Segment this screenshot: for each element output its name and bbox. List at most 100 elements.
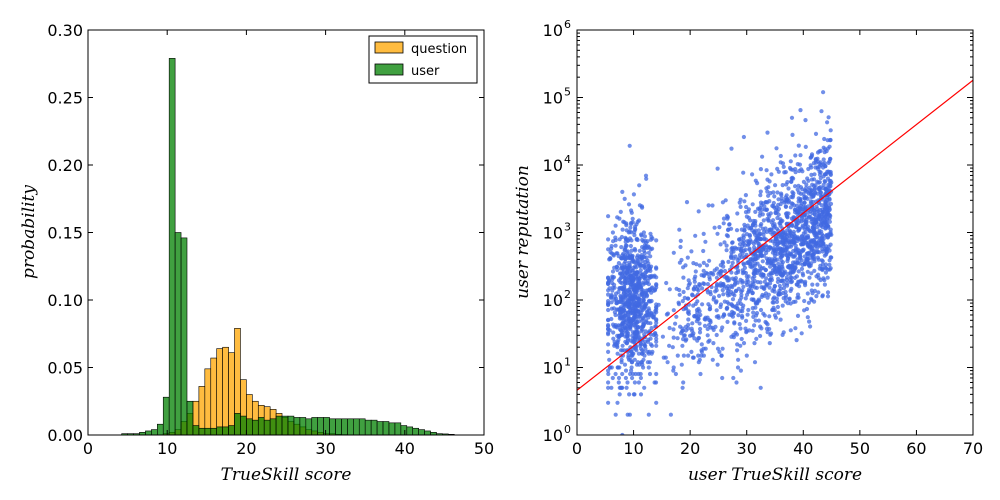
scatter-point bbox=[788, 328, 793, 333]
scatter-point bbox=[609, 365, 614, 370]
scatter-point bbox=[654, 371, 659, 377]
scatter-point bbox=[700, 302, 705, 307]
scatter-point bbox=[627, 392, 632, 397]
scatter-point bbox=[738, 204, 743, 209]
scatter-point bbox=[741, 341, 747, 346]
user-bar bbox=[299, 417, 307, 436]
scatter-point bbox=[615, 267, 620, 273]
scatter-point bbox=[792, 207, 798, 212]
scatter-point bbox=[639, 232, 644, 237]
scatter-point bbox=[625, 321, 630, 326]
scatter-point bbox=[827, 196, 832, 201]
scatter-point bbox=[697, 263, 703, 268]
scatter-point bbox=[792, 275, 798, 280]
scatter-point bbox=[630, 292, 635, 297]
scatter-point bbox=[638, 375, 644, 381]
y-tick-label: 0.30 bbox=[47, 21, 83, 40]
scatter-point bbox=[808, 199, 814, 204]
scatter-point bbox=[719, 328, 724, 333]
scatter-point bbox=[645, 268, 651, 273]
scatter-point bbox=[642, 255, 647, 260]
scatter-point bbox=[632, 233, 637, 238]
scatter-point bbox=[681, 380, 686, 385]
scatter-point bbox=[616, 254, 621, 259]
scatter-point bbox=[759, 203, 764, 208]
scatter-point bbox=[735, 257, 740, 263]
scatter-point bbox=[752, 263, 757, 268]
scatter-point bbox=[619, 245, 624, 250]
scatter-point bbox=[701, 273, 707, 279]
scatter-point bbox=[755, 181, 760, 186]
scatter-point bbox=[808, 324, 813, 329]
scatter-point bbox=[776, 276, 781, 281]
scatter-point bbox=[805, 269, 810, 274]
scatter-point bbox=[652, 331, 658, 336]
scatter-point bbox=[627, 143, 632, 148]
scatter-point bbox=[764, 282, 769, 287]
histogram-y-ticks: 0.00 0.05 0.10 0.15 0.20 0.25 0.30 bbox=[47, 21, 484, 445]
scatter-point bbox=[819, 109, 824, 114]
question-bar bbox=[210, 357, 217, 436]
scatter-point bbox=[643, 314, 648, 319]
scatter-point bbox=[738, 197, 743, 202]
scatter-point bbox=[619, 329, 624, 334]
scatter-point bbox=[698, 326, 703, 332]
scatter-point bbox=[644, 318, 649, 323]
scatter-point bbox=[607, 357, 612, 362]
user-bar bbox=[281, 415, 289, 436]
scatter-point bbox=[630, 216, 635, 221]
scatter-point bbox=[799, 331, 804, 336]
scatter-point bbox=[767, 341, 772, 346]
scatter-point bbox=[622, 279, 627, 284]
scatter-point bbox=[759, 294, 764, 299]
scatter-point bbox=[810, 246, 815, 251]
scatter-point bbox=[766, 260, 771, 265]
scatter-point bbox=[707, 338, 712, 343]
scatter-point bbox=[617, 216, 622, 221]
scatter-point bbox=[671, 250, 676, 255]
histogram-x-axis-label: TrueSkill score bbox=[221, 465, 352, 485]
scatter-point bbox=[613, 312, 618, 318]
scatter-point bbox=[718, 263, 723, 268]
scatter-point bbox=[747, 262, 753, 267]
scatter-point bbox=[690, 328, 695, 333]
scatter-point bbox=[756, 318, 762, 323]
scatter-point bbox=[803, 144, 808, 149]
scatter-point bbox=[798, 153, 803, 158]
scatter-point bbox=[649, 343, 655, 348]
y-tick-exponent: 1 bbox=[564, 356, 571, 369]
scatter-point bbox=[784, 193, 789, 198]
scatter-point bbox=[759, 266, 765, 271]
scatter-point bbox=[715, 231, 720, 236]
scatter-point bbox=[632, 246, 637, 252]
scatter-point bbox=[624, 250, 629, 255]
scatter-point bbox=[610, 230, 616, 235]
scatter-point bbox=[741, 248, 747, 253]
scatter-point bbox=[759, 222, 764, 227]
scatter-point bbox=[736, 301, 741, 306]
scatter-point bbox=[816, 290, 821, 295]
y-tick-exponent: 2 bbox=[564, 288, 571, 301]
scatter-point bbox=[612, 343, 617, 348]
scatter-point bbox=[649, 275, 654, 280]
scatter-point bbox=[606, 400, 611, 405]
scatter-point bbox=[780, 303, 785, 308]
scatter-point bbox=[791, 229, 797, 234]
scatter-point bbox=[635, 360, 641, 365]
scatter-point bbox=[793, 265, 798, 270]
scatter-point bbox=[828, 255, 833, 260]
scatter-point bbox=[763, 247, 769, 253]
scatter-point bbox=[827, 178, 832, 184]
scatter-point bbox=[630, 371, 636, 377]
scatter-point bbox=[696, 306, 701, 312]
scatter-point bbox=[784, 244, 789, 249]
scatter-point bbox=[680, 343, 685, 348]
scatter-point bbox=[736, 357, 741, 362]
scatter-point bbox=[746, 279, 751, 284]
scatter-point bbox=[772, 194, 777, 199]
scatter-point bbox=[807, 275, 812, 280]
scatter-point bbox=[724, 233, 730, 238]
scatter-point bbox=[752, 341, 757, 346]
scatter-point bbox=[818, 223, 824, 228]
scatter-point bbox=[744, 353, 749, 358]
